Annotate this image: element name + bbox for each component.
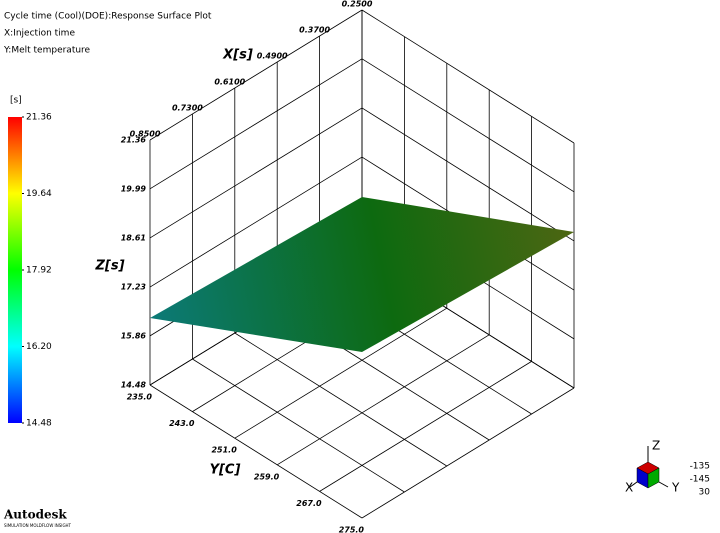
z-tick-label: 18.61 [121,233,146,242]
colorbar [8,117,22,423]
logo-brand: Autodesk [3,508,67,522]
surface [150,196,574,353]
chart-title: Cycle time (Cool)(DOE):Response Surface … [4,12,212,22]
z-tick-label: 19.99 [121,184,147,193]
axis-arrow [629,481,638,488]
view-axis: X [625,481,633,495]
axis-arrow [658,481,669,488]
y-tick-label: 235.0 [127,393,153,402]
z-tick-label: 21.36 [121,136,147,145]
grid-line [149,156,363,288]
x-tick-label: 0.3700 [299,26,330,35]
colorbar-unit: [s] [10,96,22,106]
orientation-widget: Z X Y -135 -145 30 [625,439,710,498]
x-axis-title: X[s] [222,48,253,63]
grid-line [361,387,575,519]
grid-line [319,361,532,492]
grid-line [149,9,363,141]
cube-face [647,467,660,489]
colorbar-tick-label: 14.48 [26,419,52,429]
logo-product: SIMULATION MOLDFLOW INSIGHT [4,523,72,528]
y-axis-title: Y[C] [210,463,241,478]
y-tick-label: 259.0 [254,472,280,481]
grid-line [361,107,575,242]
grid-line [234,307,448,439]
z-tick-label: 17.23 [121,283,147,292]
y-tick-label: 267.0 [296,499,322,508]
grid-line [192,358,405,493]
y-tick-label: 243.0 [169,419,195,428]
axis-caption: Y:Melt temperature [3,46,91,56]
view-axis: Y [671,481,680,495]
grid-line [361,58,575,193]
view-angle: -135 [690,462,710,472]
grid-line [149,384,363,519]
colorbar-tick-label: 16.20 [26,342,52,352]
x-tick-label: 0.4900 [257,52,288,61]
x-tick-label: 0.2500 [342,0,373,9]
z-axis-title: Z[s] [94,259,124,274]
colorbar-tick-label: 19.64 [26,189,52,199]
grid-line [149,58,363,190]
grid-line [149,107,363,239]
z-tick-label: 14.48 [121,381,147,390]
grid-line [234,332,448,467]
x-tick-label: 0.8500 [130,130,161,139]
grid-line [361,9,575,144]
z-tick-label: 15.86 [121,331,147,340]
y-tick-label: 251.0 [211,446,237,455]
grid-line [276,334,490,466]
x-tick-label: 0.7300 [172,104,203,113]
view-angle: 30 [699,488,711,498]
colorbar-tick-label: 21.36 [26,113,52,123]
view-angle: -145 [690,475,710,485]
y-tick-label: 275.0 [339,526,365,533]
axis-caption: X:Injection time [4,29,75,39]
colorbar-tick-label: 17.92 [26,266,52,276]
x-tick-label: 0.6100 [214,78,245,87]
view-axis: Z [652,439,660,453]
